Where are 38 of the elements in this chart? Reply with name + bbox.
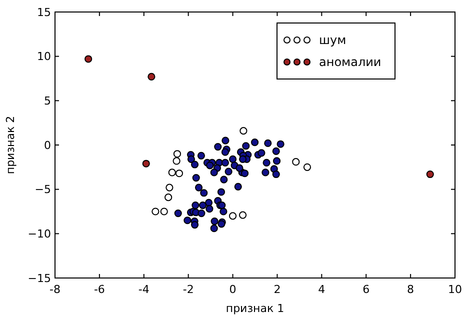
point [164,194,172,202]
x-tick-label: -6 [94,283,105,296]
point [292,158,300,166]
x-tick-label: 6 [362,283,370,296]
x-tick-label: -8 [50,283,60,296]
x-tick-label: 8 [407,283,414,296]
x-tick-label: 0 [229,283,236,296]
x-tick-label: 2 [274,283,281,296]
x-tick-label: -2 [182,283,194,296]
point [152,208,160,216]
point [228,212,237,220]
point [238,211,247,219]
y-axis-title: признак 2 [4,116,17,174]
point [166,184,174,192]
y-tick-label: 15 [37,6,51,19]
x-tick-label: 10 [448,283,462,296]
point [168,168,176,176]
y-tick-label: −15 [28,272,51,285]
point [240,127,248,135]
point [303,163,312,171]
point [172,157,180,165]
point [173,150,182,158]
legend-label: аномалии [319,55,382,70]
point [142,160,150,168]
x-tick-label: 4 [318,283,326,296]
x-axis-title: признак 1 [226,302,284,315]
legend-label: шум [319,33,346,48]
point [426,170,434,178]
y-tick-label: 10 [37,50,51,64]
point [148,72,156,81]
point [160,208,168,216]
y-tick-label: −5 [34,183,51,196]
point [175,170,184,178]
y-tick-label: 5 [44,94,51,108]
x-tick-label: -4 [138,283,150,296]
y-tick-label: −10 [28,228,51,241]
point [84,55,92,63]
y-tick-label: 0 [44,138,51,152]
